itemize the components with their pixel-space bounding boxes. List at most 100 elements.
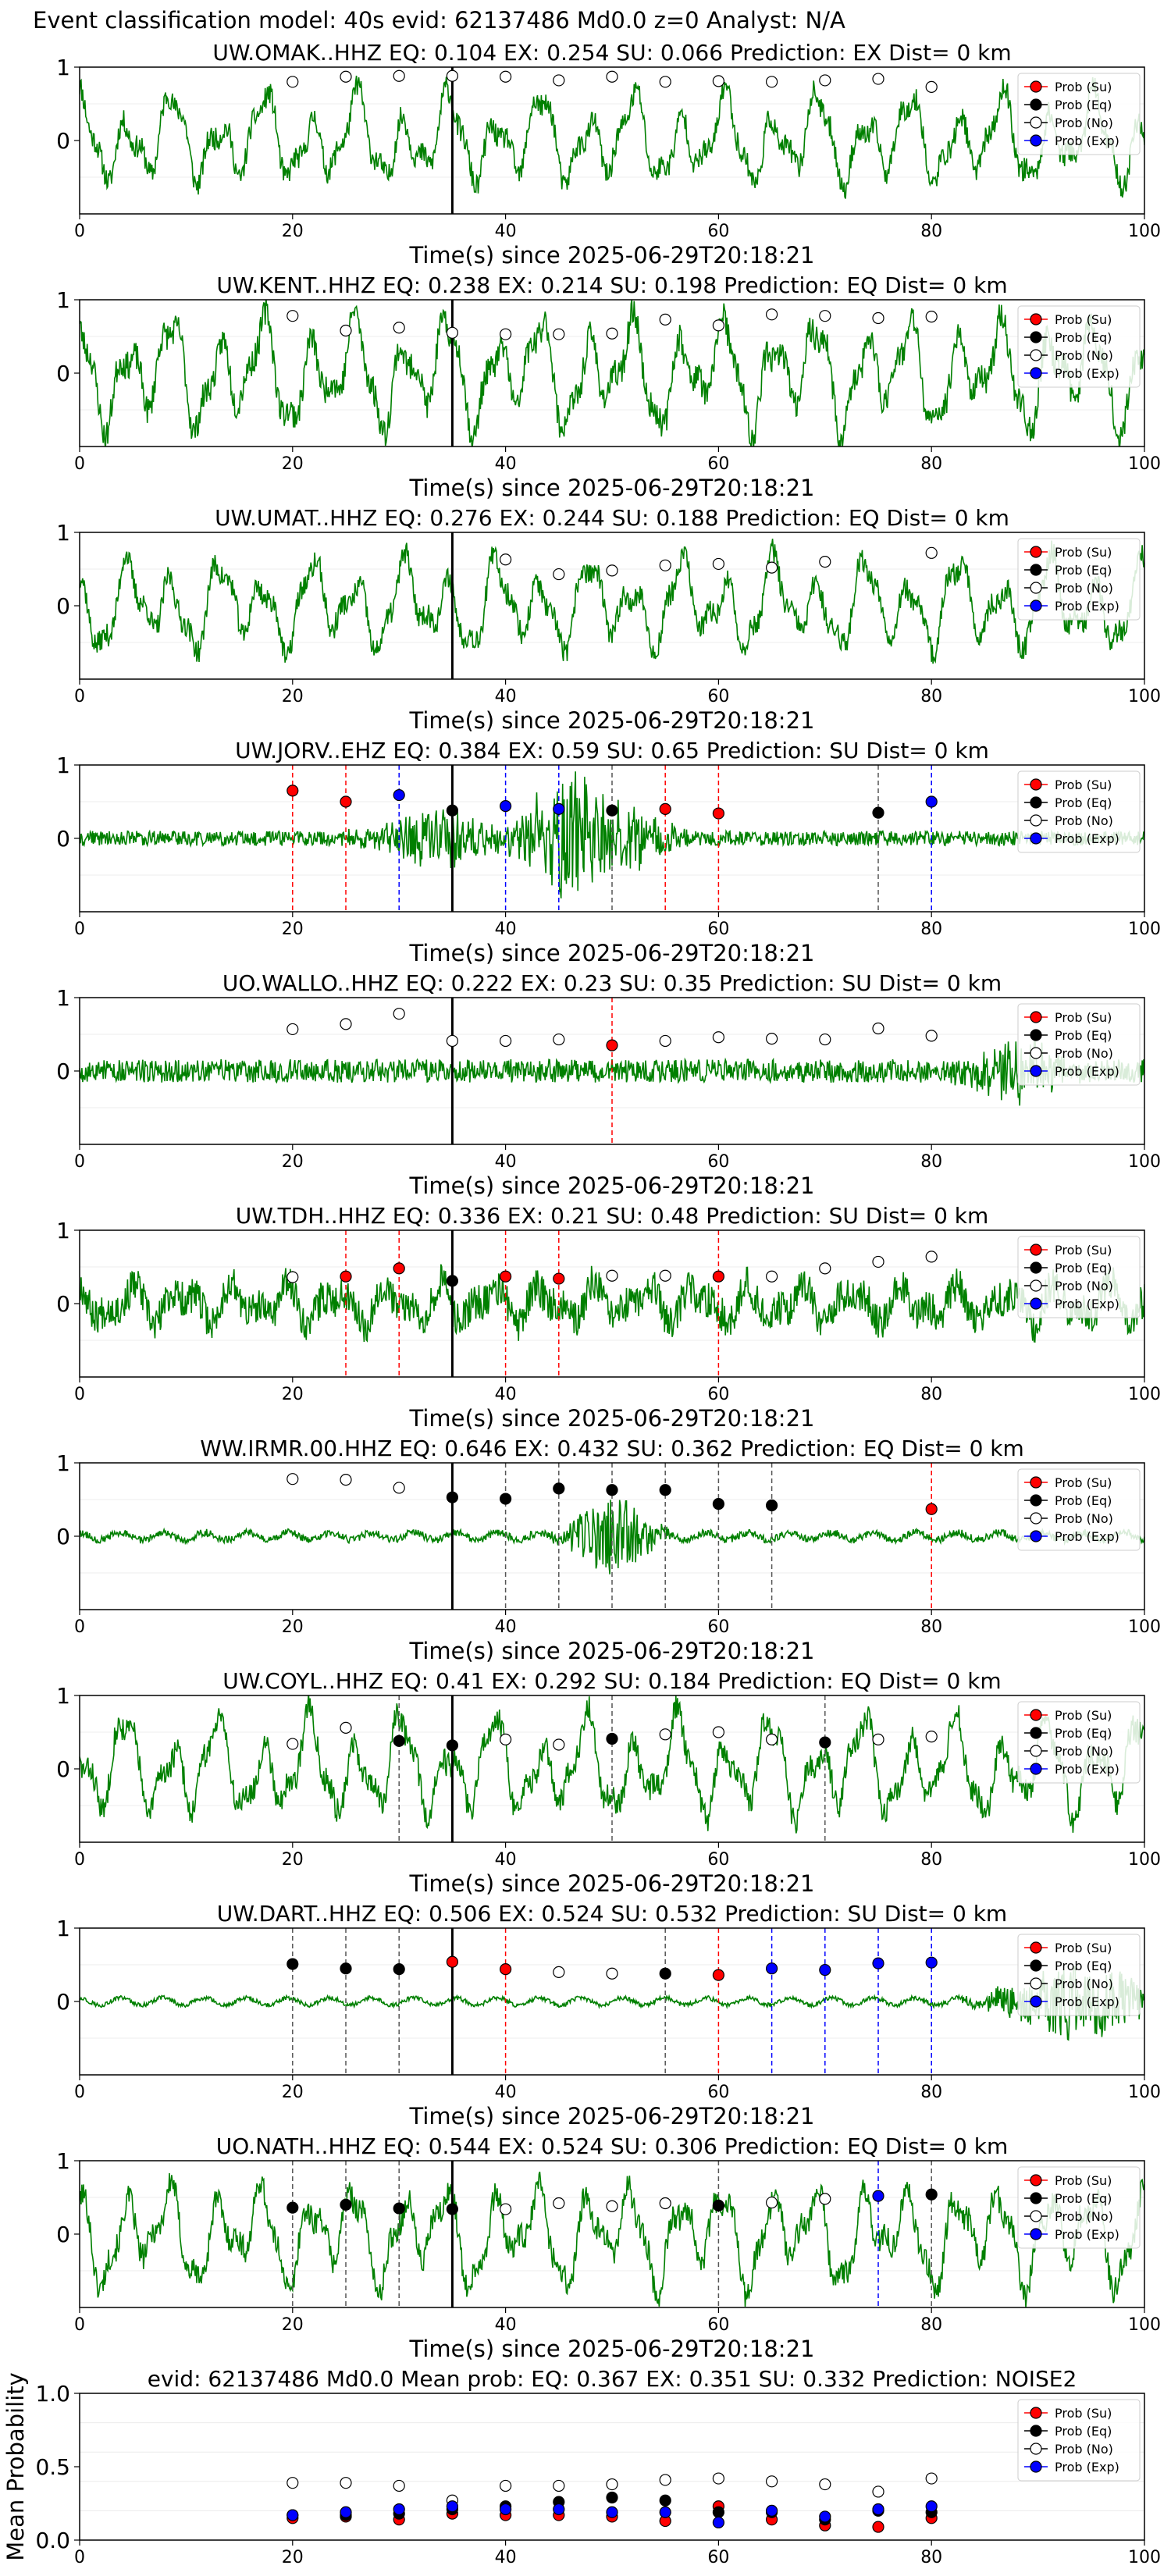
prob-point-no — [553, 328, 565, 340]
prob-point-eq — [287, 1958, 299, 1970]
x-axis-label: Time(s) since 2025-06-29T20:18:21 — [409, 475, 815, 501]
mean-prob-point-exp — [393, 2503, 405, 2516]
panel-title: UO.WALLO..HHZ EQ: 0.222 EX: 0.23 SU: 0.3… — [222, 970, 1002, 996]
prob-point-no — [553, 2197, 565, 2210]
legend: Prob (Su) Prob (Eq) Prob (No) Prob (Exp) — [1017, 538, 1141, 621]
y-tick-label: 0 — [56, 2222, 70, 2247]
prob-point-eq — [340, 1962, 352, 1975]
legend-marker-no — [1030, 349, 1042, 361]
legend-marker-exp — [1030, 2460, 1042, 2473]
prob-point-no — [765, 76, 778, 88]
x-tick-label: 100 — [1128, 2548, 1161, 2567]
prob-point-no — [659, 1269, 671, 1282]
legend-label: Prob (Su) — [1055, 312, 1112, 327]
legend-marker-eq — [1030, 2425, 1042, 2437]
prob-point-eq — [659, 1484, 671, 1496]
legend-marker-su — [1030, 1476, 1042, 1489]
prob-point-no — [553, 1738, 565, 1751]
legend-label: Prob (No) — [1055, 1279, 1113, 1293]
legend-label: Prob (Su) — [1055, 1243, 1112, 1258]
legend-marker-exp — [1030, 2228, 1042, 2240]
x-tick-label: 20 — [282, 920, 304, 939]
prob-point-no — [499, 1034, 512, 1048]
panel-10: UO.NATH..HHZ EQ: 0.544 EX: 0.524 SU: 0.3… — [56, 2133, 1161, 2362]
prob-point-no — [340, 1721, 352, 1734]
prob-point-no — [287, 1738, 299, 1750]
prob-point-no — [446, 69, 459, 82]
y-tick-label: 1 — [56, 1683, 70, 1709]
x-axis-label: Time(s) since 2025-06-29T20:18:21 — [409, 940, 815, 966]
legend-marker-su — [1030, 313, 1042, 326]
mean-prob-point-no — [819, 2478, 831, 2491]
prob-point-no — [765, 1270, 778, 1283]
legend-label: Prob (Exp) — [1055, 1064, 1119, 1079]
x-tick-label: 80 — [920, 687, 942, 706]
legend-label: Prob (No) — [1055, 2209, 1113, 2224]
legend-marker-eq — [1030, 1494, 1042, 1507]
legend-box — [1017, 73, 1141, 155]
mean-prob-point-eq — [659, 2494, 671, 2507]
x-tick-label: 0 — [74, 454, 85, 474]
legend-marker-no — [1030, 1047, 1042, 1059]
legend-label: Prob (No) — [1055, 1046, 1113, 1061]
waveform-trace — [80, 539, 1144, 664]
panel-title: UO.NATH..HHZ EQ: 0.544 EX: 0.524 SU: 0.3… — [216, 2133, 1008, 2159]
prob-point-no — [287, 1271, 299, 1283]
prob-point-no — [340, 70, 352, 83]
panel-title: UW.DART..HHZ EQ: 0.506 EX: 0.524 SU: 0.5… — [217, 1901, 1007, 1927]
legend-label: Prob (Eq) — [1055, 1493, 1112, 1508]
legend-label: Prob (Su) — [1055, 2406, 1112, 2421]
x-tick-label: 40 — [495, 1385, 517, 1404]
panel-5: UO.WALLO..HHZ EQ: 0.222 EX: 0.23 SU: 0.3… — [56, 970, 1161, 1199]
x-tick-label: 100 — [1128, 2083, 1161, 2102]
prob-point-eq — [393, 1963, 405, 1976]
prob-point-no — [819, 555, 831, 568]
x-tick-label: 40 — [495, 2315, 517, 2335]
legend: Prob (Su) Prob (Eq) Prob (No) Prob (Exp) — [1017, 1468, 1141, 1551]
waveform-trace — [80, 75, 1144, 199]
prob-point-no — [499, 553, 512, 566]
prob-point-exp — [765, 1962, 778, 1975]
x-tick-label: 80 — [920, 222, 942, 241]
prob-point-no — [659, 313, 671, 326]
legend-label: Prob (Exp) — [1055, 2227, 1119, 2242]
prob-point-su — [340, 795, 352, 808]
panel-title: WW.IRMR.00.HHZ EQ: 0.646 EX: 0.432 SU: 0… — [200, 1436, 1024, 1461]
panel-7: WW.IRMR.00.HHZ EQ: 0.646 EX: 0.432 SU: 0… — [56, 1436, 1161, 1664]
prob-point-no — [765, 561, 778, 574]
legend-label: Prob (Su) — [1055, 1475, 1112, 1490]
prob-point-eq — [606, 804, 618, 817]
x-tick-label: 20 — [282, 687, 304, 706]
legend-marker-exp — [1030, 134, 1042, 147]
legend: Prob (Su) Prob (Eq) Prob (No) Prob (Exp) — [1017, 1934, 1141, 2016]
prob-point-no — [925, 80, 938, 93]
prob-point-exp — [819, 1963, 831, 1976]
legend-box — [1017, 1934, 1141, 2016]
legend-marker-su — [1030, 2407, 1042, 2419]
legend: Prob (Su) Prob (Eq) Prob (No) Prob (Exp) — [1017, 2399, 1141, 2482]
x-tick-label: 60 — [707, 1152, 729, 1172]
legend-box — [1017, 1468, 1141, 1551]
prob-point-eq — [287, 2201, 299, 2214]
legend-box — [1017, 305, 1141, 388]
mean-prob-point-exp — [553, 2503, 565, 2516]
legend-label: Prob (Eq) — [1055, 1959, 1112, 1973]
x-tick-label: 0 — [74, 1617, 85, 1637]
legend-marker-su — [1030, 1244, 1042, 1256]
y-tick-label: 1 — [56, 985, 70, 1011]
legend-marker-no — [1030, 116, 1042, 129]
prob-point-no — [765, 1733, 778, 1745]
panel-title: UW.UMAT..HHZ EQ: 0.276 EX: 0.244 SU: 0.1… — [215, 505, 1009, 531]
prob-point-no — [287, 76, 299, 88]
prob-point-eq — [712, 1498, 725, 1510]
panel-6: UW.TDH..HHZ EQ: 0.336 EX: 0.21 SU: 0.48 … — [56, 1203, 1161, 1432]
x-tick-label: 20 — [282, 1152, 304, 1172]
prob-point-no — [553, 1966, 565, 1978]
x-tick-label: 60 — [707, 687, 729, 706]
mean-prob-point-exp — [499, 2503, 512, 2516]
prob-point-no — [659, 559, 671, 571]
mean-prob-point-no — [925, 2472, 938, 2485]
x-tick-label: 0 — [74, 2548, 85, 2567]
y-tick-label: 1 — [56, 2148, 70, 2174]
